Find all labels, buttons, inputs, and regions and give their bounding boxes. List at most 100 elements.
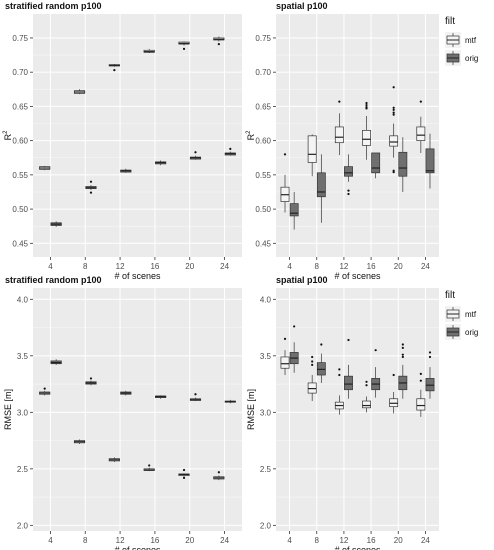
outlier-point: [392, 106, 395, 109]
x-axis-label: # of scenes: [114, 271, 161, 281]
outlier-point: [89, 377, 93, 380]
panel-1: stratified random p100 0.45 0.50 0.55 0.60 0.…: [3, 1, 242, 281]
y-tick-label: 3.0: [260, 408, 272, 417]
x-tick-label: 12: [339, 536, 348, 545]
box-mtf-8: [73, 89, 86, 95]
y-axis-label-superscript: 2: [3, 130, 9, 134]
box-mtf-12: [334, 100, 344, 156]
outlier-point: [182, 47, 186, 51]
box-iqr: [362, 400, 371, 409]
plot-area: [33, 14, 242, 257]
outlier-point: [392, 111, 395, 114]
box-mtf-12: [108, 457, 120, 463]
outlier-point: [401, 355, 404, 359]
x-tick-label: 24: [421, 536, 430, 545]
box-mtf-4: [39, 387, 51, 396]
y-tick-label: 3.5: [260, 352, 272, 361]
box-orig-4: [50, 221, 62, 227]
box-iqr: [425, 148, 435, 174]
box-iqr: [344, 375, 353, 391]
x-tick-label: 20: [185, 536, 194, 545]
outlier-point: [338, 368, 341, 371]
outlier-point: [365, 380, 368, 383]
panel-2: spatial p100 0.45 0.50 0.55 0.60 0.65 0.70 0.75…: [246, 1, 478, 281]
box-mtf-12: [108, 63, 120, 72]
outlier-point: [392, 113, 395, 116]
x-tick-label: 24: [220, 262, 229, 271]
box-orig-8: [85, 180, 97, 194]
outlier-point: [392, 108, 395, 111]
box-orig-16: [155, 160, 167, 166]
x-tick-label: 4: [48, 262, 53, 271]
outlier-point: [347, 338, 350, 342]
box-mtf-4: [280, 153, 290, 213]
y-axis-label-text: RMSE [m]: [3, 389, 13, 430]
panel-3: stratified random p100 2.0 2.5 3.0 3.5 4.0 4 8 1…: [3, 275, 242, 550]
outlier-point: [392, 373, 395, 377]
plot-area: [276, 14, 439, 257]
box-orig-8: [316, 154, 326, 223]
y-tick-label: 0.70: [12, 68, 28, 77]
box-iqr: [334, 126, 344, 144]
outlier-point: [419, 372, 422, 375]
box-mtf-24: [213, 36, 225, 46]
outlier-point: [113, 69, 116, 72]
y-tick-label: 0.55: [255, 171, 271, 180]
outlier-point: [392, 86, 395, 89]
box-mtf-20: [178, 468, 190, 479]
y-tick-label: 2.5: [17, 465, 29, 474]
outlier-point: [311, 363, 314, 366]
y-axis-label: R2: [246, 130, 256, 141]
outlier-point: [338, 100, 341, 103]
x-tick-label: 16: [150, 262, 159, 271]
y-tick-label: 0.45: [255, 239, 271, 248]
y-tick-label: 3.0: [17, 408, 29, 417]
legend-label-mtf: mtf: [465, 36, 477, 45]
y-tick-label: 0.60: [12, 137, 28, 146]
outlier-point: [365, 101, 368, 105]
box-mtf-8: [307, 355, 317, 402]
box-iqr: [289, 203, 299, 217]
y-tick-label: 0.65: [255, 102, 271, 111]
x-tick-label: 16: [367, 262, 376, 271]
box-mtf-20: [389, 86, 399, 174]
box-orig-24: [224, 147, 236, 156]
box-iqr: [416, 126, 426, 141]
y-tick-label: 3.5: [17, 352, 29, 361]
box-orig-4: [289, 325, 299, 373]
box-orig-20: [398, 137, 408, 192]
chart-title: stratified random p100: [5, 1, 102, 11]
x-tick-label: 20: [394, 536, 403, 545]
box-iqr: [307, 135, 317, 163]
box-mtf-24: [213, 471, 225, 481]
x-tick-label: 12: [116, 262, 125, 271]
outlier-point: [392, 171, 395, 174]
box-mtf-8: [73, 439, 86, 444]
outlier-point: [43, 387, 46, 390]
outlier-point: [182, 468, 186, 472]
y-axis-label: RMSE [m]: [246, 389, 256, 430]
outlier-point: [419, 100, 422, 103]
y-tick-label: 4.0: [260, 295, 272, 304]
outlier-point: [374, 349, 377, 352]
x-axis-label: # of scenes: [334, 271, 381, 281]
legend: filt mtf orig: [445, 16, 478, 66]
x-tick-label: 8: [315, 536, 320, 545]
x-tick-label: 4: [287, 536, 292, 545]
y-tick-label: 0.50: [255, 205, 271, 214]
x-tick-label: 8: [83, 262, 88, 271]
outlier-point: [365, 103, 368, 107]
box-orig-4: [289, 191, 299, 230]
outlier-point: [283, 337, 287, 340]
y-tick-label: 0.45: [12, 239, 28, 248]
outlier-point: [217, 471, 220, 474]
y-axis-label-text: R: [246, 133, 256, 140]
legend-label-orig: orig: [465, 54, 478, 63]
box-orig-4: [50, 359, 62, 365]
box-orig-24: [425, 133, 435, 189]
box-iqr: [416, 398, 426, 411]
outlier-point: [347, 192, 350, 196]
x-tick-label: 8: [83, 536, 88, 545]
box-mtf-16: [362, 101, 371, 160]
box-iqr: [398, 151, 408, 177]
